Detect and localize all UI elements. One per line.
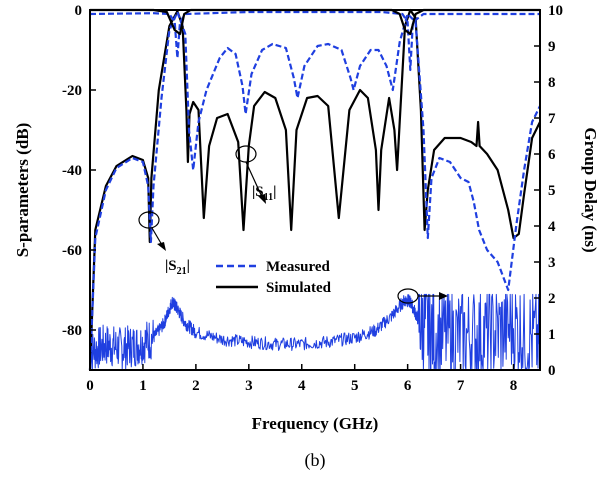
y2-tick-label-8: 8	[548, 75, 556, 91]
s21-arrow-line	[151, 227, 163, 246]
annotation-group-delay	[397, 288, 448, 304]
figure-caption: (b)	[305, 450, 326, 471]
ticks-layer: 0 1 2 3 4 5 6 7 8 0 -20 -40 -60 -80 0 1 2 3 4 5 6 7 8 9 10	[62, 3, 563, 394]
s21-arrow-head	[157, 242, 166, 251]
y2-tick-label-1: 1	[548, 327, 556, 343]
x-axis-title: Frequency (GHz)	[252, 414, 379, 433]
x-tick-label-4: 4	[298, 378, 306, 394]
y-tick-label-1: -20	[62, 83, 82, 99]
y-axis-title: S-parameters (dB)	[13, 123, 32, 258]
series-line-0	[88, 8, 541, 371]
x-tick-label-2: 2	[192, 378, 200, 394]
y2-tick-label-4: 4	[548, 219, 556, 235]
y2-tick-label-6: 6	[548, 147, 556, 163]
y2-tick-label-0: 0	[548, 363, 556, 379]
y2-axis-title: Group Delay (ns)	[581, 127, 600, 252]
series-layer	[88, 8, 541, 371]
x-tick-label-8: 8	[510, 378, 518, 394]
series-line-4	[89, 293, 541, 371]
x-tick-label-1: 1	[139, 378, 147, 394]
series-line-2	[89, 10, 540, 72]
x-tick-label-5: 5	[351, 378, 359, 394]
annotation-s21: |S21|	[138, 211, 190, 277]
x-tick-label-7: 7	[457, 378, 465, 394]
x-tick-label-0: 0	[86, 378, 94, 394]
y-tick-label-0: 0	[75, 3, 83, 19]
y2-tick-label-5: 5	[548, 183, 556, 199]
annotation-s11: |S11|	[235, 145, 276, 204]
legend: Measured Simulated	[216, 259, 332, 296]
legend-simulated-label: Simulated	[266, 280, 332, 296]
s11-arrow-line	[245, 161, 263, 198]
y2-tick-label-10: 10	[548, 3, 563, 19]
s11-arrow-head	[258, 194, 266, 204]
series-line-1	[88, 10, 541, 371]
legend-measured-label: Measured	[266, 259, 331, 275]
s21-label: |S21|	[165, 258, 190, 277]
y2-tick-label-3: 3	[548, 255, 556, 271]
y-tick-label-4: -80	[62, 323, 82, 339]
y2-tick-label-9: 9	[548, 39, 556, 55]
y-tick-label-2: -40	[62, 163, 82, 179]
s11-label: |S11|	[252, 184, 276, 203]
x-tick-label-6: 6	[404, 378, 412, 394]
y2-tick-label-7: 7	[548, 111, 556, 127]
y-tick-label-3: -60	[62, 243, 82, 259]
y2-tick-label-2: 2	[548, 291, 556, 307]
s21-marker-circle	[138, 211, 160, 229]
gd-arrow-head	[439, 292, 448, 300]
x-tick-label-3: 3	[245, 378, 253, 394]
